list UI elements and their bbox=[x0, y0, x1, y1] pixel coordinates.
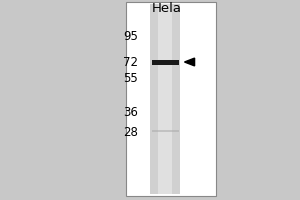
Text: 28: 28 bbox=[123, 126, 138, 138]
Bar bbox=[152, 60, 178, 64]
Bar bbox=[150, 4, 180, 194]
Text: 55: 55 bbox=[123, 72, 138, 86]
Bar bbox=[126, 2, 216, 196]
Polygon shape bbox=[184, 58, 195, 66]
Text: 95: 95 bbox=[123, 30, 138, 44]
Text: Hela: Hela bbox=[152, 2, 182, 16]
Bar bbox=[158, 4, 172, 194]
Bar bbox=[152, 130, 178, 132]
Text: 72: 72 bbox=[123, 55, 138, 68]
Text: 36: 36 bbox=[123, 106, 138, 118]
